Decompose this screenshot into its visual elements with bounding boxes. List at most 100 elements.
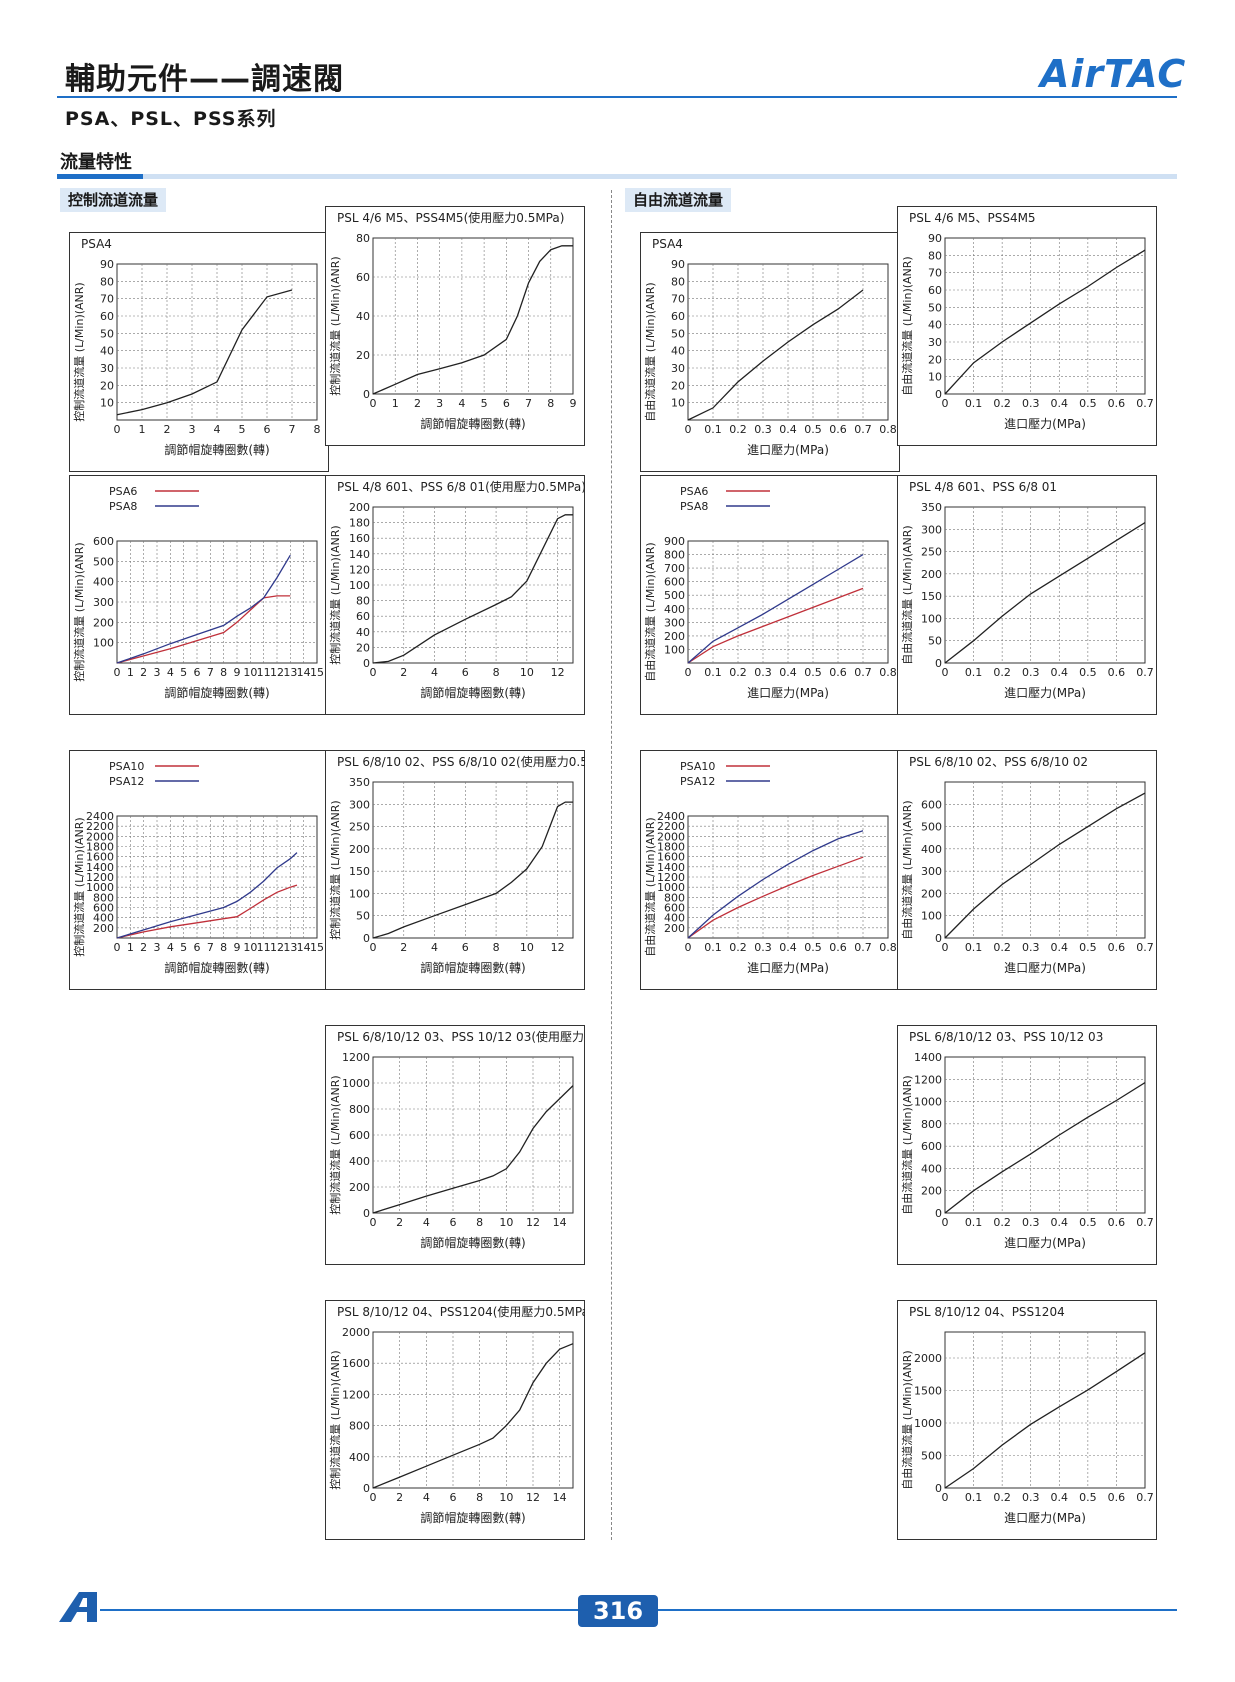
y-tick-label: 20: [356, 641, 370, 654]
y-tick-label: 100: [664, 643, 685, 656]
x-tick-label: 0.6: [1108, 941, 1126, 954]
x-tick-label: 4: [423, 1491, 430, 1504]
legend-label: PSA8: [109, 500, 137, 513]
x-tick-label: 8: [476, 1216, 483, 1229]
y-tick-label: 2400: [86, 810, 114, 823]
x-tick-label: 2: [140, 666, 147, 679]
x-tick-label: 15: [310, 941, 324, 954]
chart-svg: PSL 6/8/10 02、PSS 6/8/10 02 0 0.1 0.2 0.3 0.4…: [897, 750, 1157, 990]
x-axis-label: 調節帽旋轉圈數(轉): [420, 1510, 525, 1525]
x-tick-label: 7: [207, 666, 214, 679]
x-tick-label: 0: [942, 666, 949, 679]
chart-psl-04-free: PSL 8/10/12 04、PSS1204 0 0.1 0.2 0.3 0.4 0.5 0.…: [897, 1300, 1157, 1540]
page-subtitle: PSA、PSL、PSS系列: [65, 108, 277, 130]
series-line: [687, 289, 864, 421]
y-tick-label: 1000: [342, 1077, 370, 1090]
y-tick-label: 80: [671, 275, 685, 288]
series-line: [687, 856, 864, 939]
x-tick-label: 0: [942, 1216, 949, 1229]
x-axis-label: 調節帽旋轉圈數(轉): [164, 442, 269, 457]
series-line: [944, 1082, 1146, 1214]
y-tick-label: 2000: [657, 830, 685, 843]
chart-psl-02-free: PSL 6/8/10 02、PSS 6/8/10 02 0 0.1 0.2 0.3 0.4…: [897, 750, 1157, 990]
x-tick-label: 14: [297, 666, 311, 679]
page-number: 316: [578, 1595, 658, 1627]
y-axis-label: 自由流道流量 (L/Min)(ANR): [900, 256, 914, 395]
x-tick-label: 0.5: [804, 941, 822, 954]
y-tick-label: 400: [921, 843, 942, 856]
y-tick-label: 200: [349, 1181, 370, 1194]
chart-title: PSA4: [652, 237, 683, 251]
x-axis-label: 調節帽旋轉圈數(轉): [420, 685, 525, 700]
y-axis-label: 控制流道流量 (L/Min)(ANR): [328, 525, 342, 664]
chart-frame: [325, 1300, 585, 1540]
x-tick-label: 6: [503, 397, 510, 410]
x-axis-label: 調節帽旋轉圈數(轉): [164, 960, 269, 975]
y-tick-label: 1600: [657, 851, 685, 864]
series-line: [116, 852, 298, 939]
x-tick-label: 10: [520, 666, 534, 679]
y-tick-label: 500: [921, 1450, 942, 1463]
y-tick-label: 50: [928, 301, 942, 314]
chart-psl-04-controlled: PSL 8/10/12 04、PSS1204(使用壓力0.5MPa) 0 2 4 6 8 1…: [325, 1300, 585, 1540]
x-tick-label: 0.3: [1022, 666, 1039, 679]
chart-psl-m5-controlled: PSL 4/6 M5、PSS4M5(使用壓力0.5MPa) 0 1 2 3 4 5 6 7 8 9 0…: [325, 206, 585, 446]
y-tick-label: 800: [664, 549, 685, 562]
series-line: [372, 1343, 574, 1489]
x-tick-label: 0.6: [829, 423, 847, 436]
y-axis-label: 控制流道流量 (L/Min)(ANR): [328, 256, 342, 395]
x-tick-label: 6: [450, 1216, 457, 1229]
y-tick-label: 2200: [86, 820, 114, 833]
x-axis-label: 調節帽旋轉圈數(轉): [164, 685, 269, 700]
y-axis-label: 自由流道流量 (L/Min)(ANR): [900, 800, 914, 939]
x-tick-label: 2: [164, 423, 171, 436]
y-tick-label: 180: [349, 517, 370, 530]
x-axis-label: 調節帽旋轉圈數(轉): [420, 416, 525, 431]
x-tick-label: 0: [942, 397, 949, 410]
y-tick-label: 1200: [657, 871, 685, 884]
plot-area: [944, 1056, 1146, 1214]
x-tick-label: 0: [685, 666, 692, 679]
x-tick-label: 8: [220, 941, 227, 954]
y-tick-label: 400: [93, 576, 114, 589]
y-tick-label: 160: [349, 532, 370, 545]
x-tick-label: 0.6: [829, 666, 847, 679]
y-tick-label: 0: [363, 1482, 370, 1495]
x-tick-label: 2: [396, 1216, 403, 1229]
x-tick-label: 0.7: [1136, 666, 1154, 679]
y-tick-label: 80: [356, 232, 370, 245]
y-tick-label: 20: [671, 379, 685, 392]
series-line: [944, 792, 1146, 939]
x-tick-label: 0: [685, 941, 692, 954]
y-tick-label: 400: [664, 603, 685, 616]
x-tick-label: 0.4: [779, 423, 797, 436]
y-tick-label: 90: [100, 258, 114, 271]
y-axis-label: 控制流道流量 (L/Min)(ANR): [328, 1075, 342, 1214]
y-tick-label: 50: [928, 635, 942, 648]
y-tick-label: 0: [935, 657, 942, 670]
x-tick-label: 0.2: [993, 941, 1011, 954]
y-tick-label: 60: [356, 271, 370, 284]
plot-area: [944, 781, 1146, 939]
x-tick-label: 0.6: [829, 941, 847, 954]
x-tick-label: 0.4: [1051, 1216, 1069, 1229]
y-tick-label: 1200: [342, 1388, 370, 1401]
chart-psa6-psa8-controlled: PSA6 PSA8 0 1 2 3 4 5 6 7 8 9 10 11 12 13 14 15 100 200 300 4…: [69, 475, 329, 715]
x-tick-label: 8: [476, 1491, 483, 1504]
y-tick-label: 90: [928, 232, 942, 245]
x-tick-label: 0.1: [965, 397, 983, 410]
y-tick-label: 250: [349, 821, 370, 834]
x-tick-label: 0.2: [993, 1216, 1011, 1229]
x-tick-label: 6: [264, 423, 271, 436]
legend-label: PSA12: [109, 775, 144, 788]
y-tick-label: 0: [935, 932, 942, 945]
chart-svg: PSL 4/6 M5、PSS4M5 0 0.1 0.2 0.3 0.4 0.5 0.6 0.7 0…: [897, 206, 1157, 446]
y-tick-label: 1800: [86, 841, 114, 854]
y-tick-label: 20: [100, 379, 114, 392]
y-tick-label: 1600: [342, 1357, 370, 1370]
y-tick-label: 1200: [86, 871, 114, 884]
x-tick-label: 2: [400, 941, 407, 954]
chart-psl-m5-free: PSL 4/6 M5、PSS4M5 0 0.1 0.2 0.3 0.4 0.5 0.6 0.7 0…: [897, 206, 1157, 446]
y-tick-label: 50: [100, 327, 114, 340]
